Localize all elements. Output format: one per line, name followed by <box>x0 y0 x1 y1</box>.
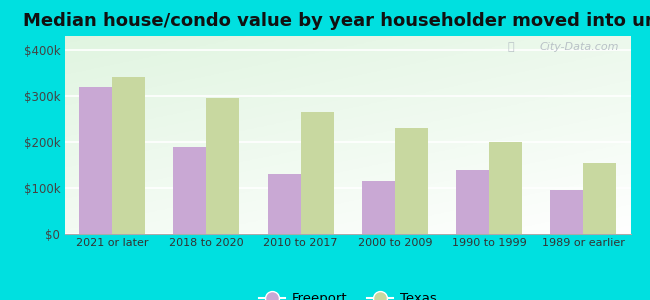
Bar <box>112 77 145 234</box>
Bar <box>362 181 395 234</box>
Title: Median house/condo value by year householder moved into unit: Median house/condo value by year househo… <box>23 12 650 30</box>
Bar <box>268 174 300 234</box>
Bar <box>584 163 616 234</box>
Bar <box>174 146 207 234</box>
Legend: Freeport, Texas: Freeport, Texas <box>254 287 442 300</box>
Bar <box>456 169 489 234</box>
Text: ⓘ: ⓘ <box>508 42 515 52</box>
Bar <box>207 98 239 234</box>
Bar <box>551 190 584 234</box>
Bar <box>395 128 428 234</box>
Bar <box>300 112 333 234</box>
Text: City-Data.com: City-Data.com <box>540 42 619 52</box>
Bar <box>79 87 112 234</box>
Bar <box>489 142 522 234</box>
